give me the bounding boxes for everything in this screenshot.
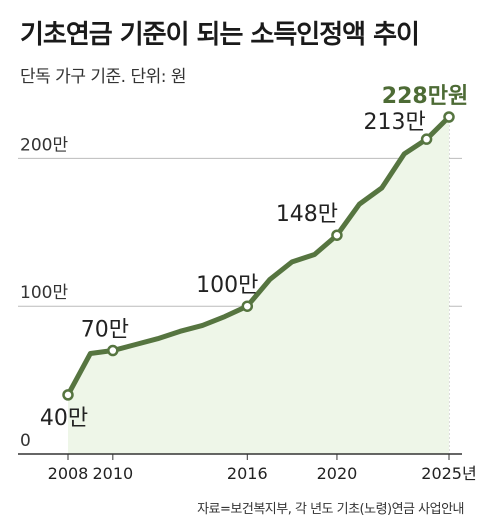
x-tick-label: 2010 (92, 464, 133, 483)
data-point (62, 389, 74, 401)
source-note: 자료=보건복지부, 각 년도 기초(노령)연금 사업안내 (197, 502, 464, 517)
x-tick-label: 2020 (317, 464, 358, 483)
data-point (107, 344, 119, 357)
data-point (443, 111, 455, 123)
x-tick-label: 2016 (227, 464, 268, 483)
data-label: 70만 (81, 318, 129, 343)
data-label: 213만 (363, 110, 425, 135)
data-label: 100만 (196, 273, 258, 298)
data-point (420, 133, 433, 145)
chart-title: 기초연금 기준이 되는 소득인정액 추이 (20, 20, 420, 50)
series-line (65, 114, 452, 398)
area-fill (68, 117, 449, 454)
data-point (331, 229, 343, 241)
x-tick-label: 2025년 (421, 464, 476, 483)
chart-subtitle: 단독 가구 기준. 단위: 원 (20, 67, 187, 87)
data-label: 40만 (40, 406, 88, 431)
y-tick-label: 0 (20, 431, 31, 451)
data-label: 148만 (276, 202, 338, 227)
y-tick-label: 200만 (20, 135, 68, 155)
data-label: 228만원 (382, 84, 468, 109)
x-tick-label: 2008 (48, 464, 89, 483)
area-layer (68, 117, 449, 454)
y-tick-label: 100만 (20, 283, 68, 303)
data-point (241, 300, 254, 312)
line-layer (65, 114, 452, 398)
axis-layer: 2008 2010 2016 2020 2025년 (18, 453, 477, 483)
point-layer (62, 111, 455, 401)
